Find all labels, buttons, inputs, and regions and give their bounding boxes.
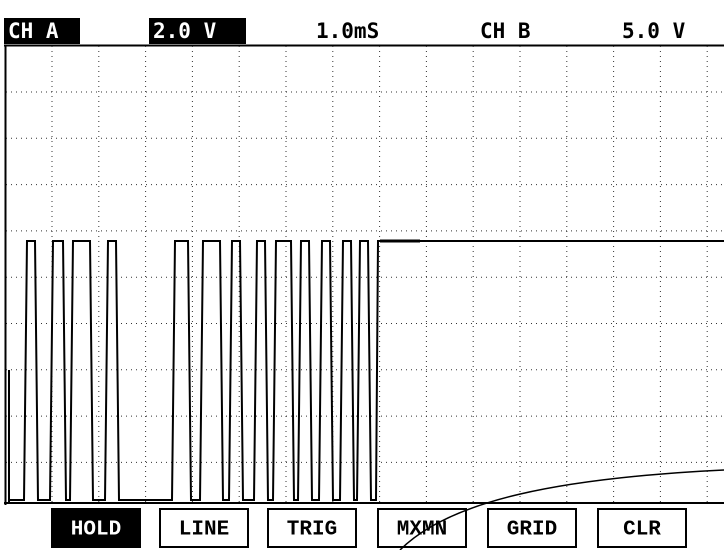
button-label[interactable]: LINE xyxy=(179,519,229,542)
waveform xyxy=(9,240,724,501)
timebase: 1.0mS xyxy=(316,19,379,43)
ch-b-scale: 5.0 V xyxy=(622,19,686,43)
ch-a-highlight xyxy=(4,18,80,44)
button-bar: HOLD LINE TRIG MXMN GRID CLR xyxy=(51,508,687,548)
ch-a-label: CH A xyxy=(8,19,59,43)
button[interactable] xyxy=(267,508,357,548)
button[interactable] xyxy=(487,508,577,548)
button[interactable] xyxy=(159,508,249,548)
button-label[interactable]: HOLD xyxy=(71,519,121,542)
ch-a-scale: 2.0 V xyxy=(153,19,217,43)
button[interactable] xyxy=(51,508,141,548)
grid xyxy=(6,46,724,502)
ch-a-scale-highlight xyxy=(149,18,246,44)
button-label[interactable]: CLR xyxy=(623,519,661,542)
button[interactable] xyxy=(597,508,687,548)
button[interactable] xyxy=(377,508,467,548)
ch-b-label: CH B xyxy=(480,19,531,43)
button-label[interactable]: TRIG xyxy=(287,519,337,542)
cable-shadow xyxy=(399,469,724,550)
button-label[interactable]: GRID xyxy=(507,519,557,542)
